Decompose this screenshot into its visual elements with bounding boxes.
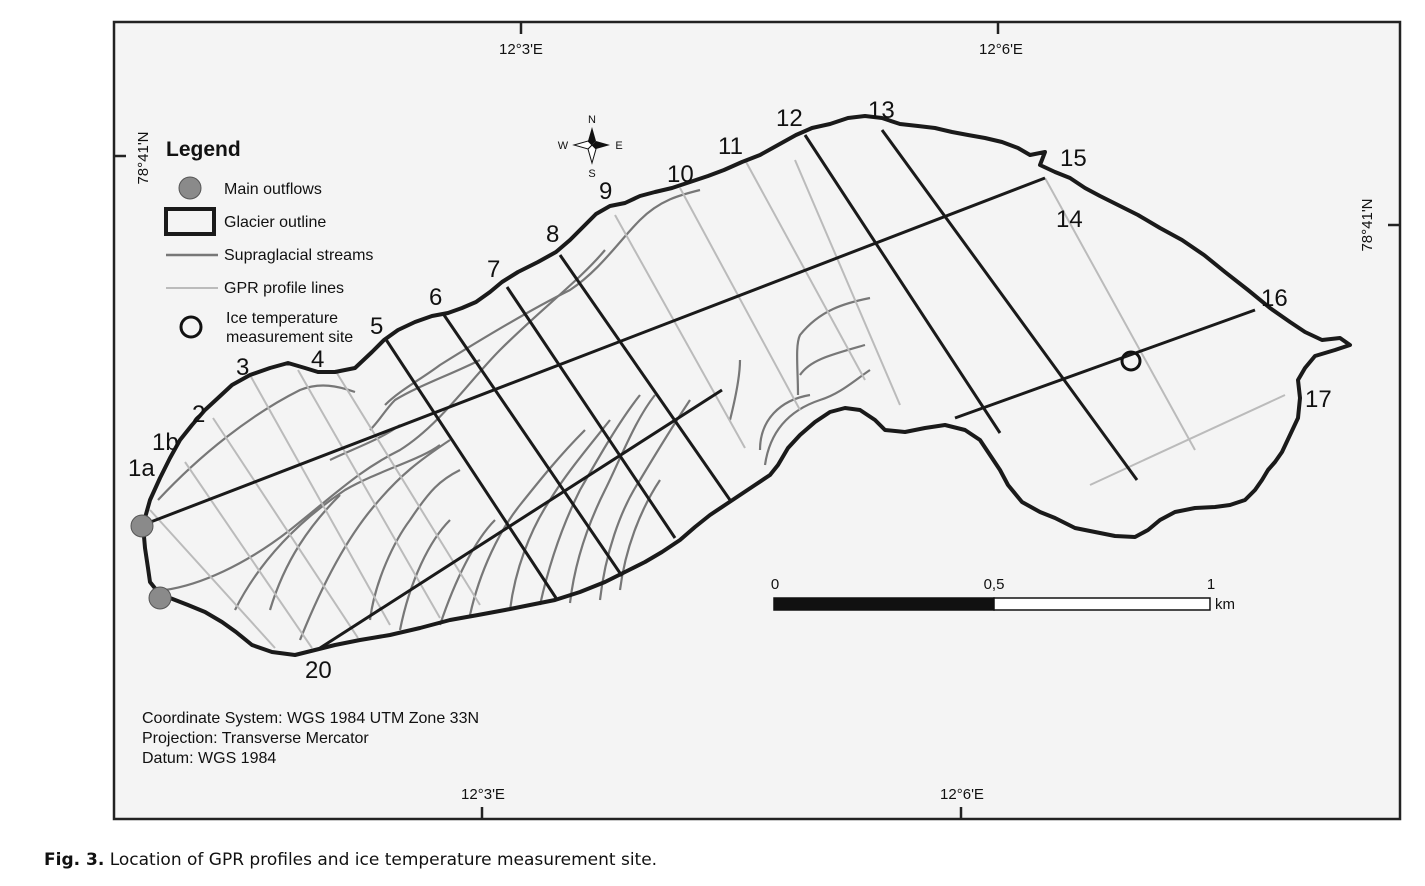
legend-outline-label: Glacier outline <box>224 214 326 231</box>
outflow-point-2 <box>148 586 172 610</box>
legend: Legend Main outflows Glacier outline Sup… <box>164 138 373 346</box>
profile-number: 1b <box>152 429 179 456</box>
profile-number: 9 <box>599 178 612 205</box>
coord-bottom-2: 12°6'E <box>940 786 984 803</box>
profile-number: 3 <box>236 354 249 381</box>
legend-ice-temp-label-1: Ice temperature <box>226 310 338 327</box>
figure-caption: Fig. 3. Location of GPR profiles and ice… <box>44 850 657 870</box>
scale-unit: km <box>1215 596 1235 613</box>
compass-w: W <box>558 140 569 152</box>
projection-text: Projection: Transverse Mercator <box>142 730 369 747</box>
legend-streams-label: Supraglacial streams <box>224 247 373 264</box>
profile-number: 16 <box>1261 285 1288 312</box>
profile-number: 15 <box>1060 145 1087 172</box>
projection-info: Coordinate System: WGS 1984 UTM Zone 33N… <box>142 710 479 767</box>
coord-right: 78°41'N <box>1359 198 1376 251</box>
profile-number: 13 <box>868 97 895 124</box>
scale-tick-0: 0 <box>771 576 779 593</box>
datum-text: Datum: WGS 1984 <box>142 750 276 767</box>
profile-number: 2 <box>192 401 205 428</box>
profile-number: 17 <box>1305 386 1332 413</box>
compass-icon: N S E W <box>558 114 623 180</box>
legend-ice-temp-symbol <box>179 315 203 339</box>
legend-outline-symbol <box>164 207 216 236</box>
profile-number: 14 <box>1056 206 1083 233</box>
profile-number: 20 <box>305 657 332 684</box>
profile-number: 8 <box>546 221 559 248</box>
scale-bar: 0 0,5 1 km <box>771 576 1235 613</box>
coordinate-system-text: Coordinate System: WGS 1984 UTM Zone 33N <box>142 710 479 727</box>
coord-bottom-1: 12°3'E <box>461 786 505 803</box>
coord-top-1: 12°3'E <box>499 41 543 58</box>
compass-e: E <box>615 140 622 152</box>
gpr-profile-lines-dark <box>147 129 1256 650</box>
map-frame <box>112 20 1402 821</box>
coordinate-ticks <box>114 22 1400 819</box>
coord-top-2: 12°6'E <box>979 41 1023 58</box>
ice-temperature-site <box>1120 350 1142 372</box>
profile-number: 1a <box>128 455 155 482</box>
profile-numbers: 1a 1b 2 3 4 5 6 7 8 9 10 11 12 13 14 15 … <box>128 97 1332 684</box>
compass-n: N <box>588 114 596 126</box>
scale-tick-half: 0,5 <box>984 576 1005 593</box>
legend-gpr-label: GPR profile lines <box>224 280 344 297</box>
supraglacial-streams <box>157 188 871 641</box>
glacier-map: 12°3'E 12°6'E 12°3'E 12°6'E 78°41'N 78°4… <box>112 20 1402 821</box>
legend-ice-temp-label-2: measurement site <box>226 329 353 346</box>
coord-left: 78°41'N <box>135 131 152 184</box>
scale-tick-1: 1 <box>1207 576 1215 593</box>
outflow-point-1 <box>130 514 154 538</box>
profile-number: 12 <box>776 105 803 132</box>
profile-number: 6 <box>429 284 442 311</box>
profile-number: 5 <box>370 313 383 340</box>
compass-s: S <box>588 168 595 180</box>
profile-number: 10 <box>667 161 694 188</box>
profile-number: 4 <box>311 346 324 373</box>
legend-outflows-label: Main outflows <box>224 181 322 198</box>
profile-number: 7 <box>487 256 500 283</box>
glacier-outline <box>141 114 1352 657</box>
figure-label: Fig. 3. <box>44 850 105 870</box>
profile-number: 11 <box>718 133 743 160</box>
legend-outflow-symbol <box>178 176 202 200</box>
figure-caption-text: Location of GPR profiles and ice tempera… <box>109 850 658 870</box>
legend-title: Legend <box>166 138 241 161</box>
